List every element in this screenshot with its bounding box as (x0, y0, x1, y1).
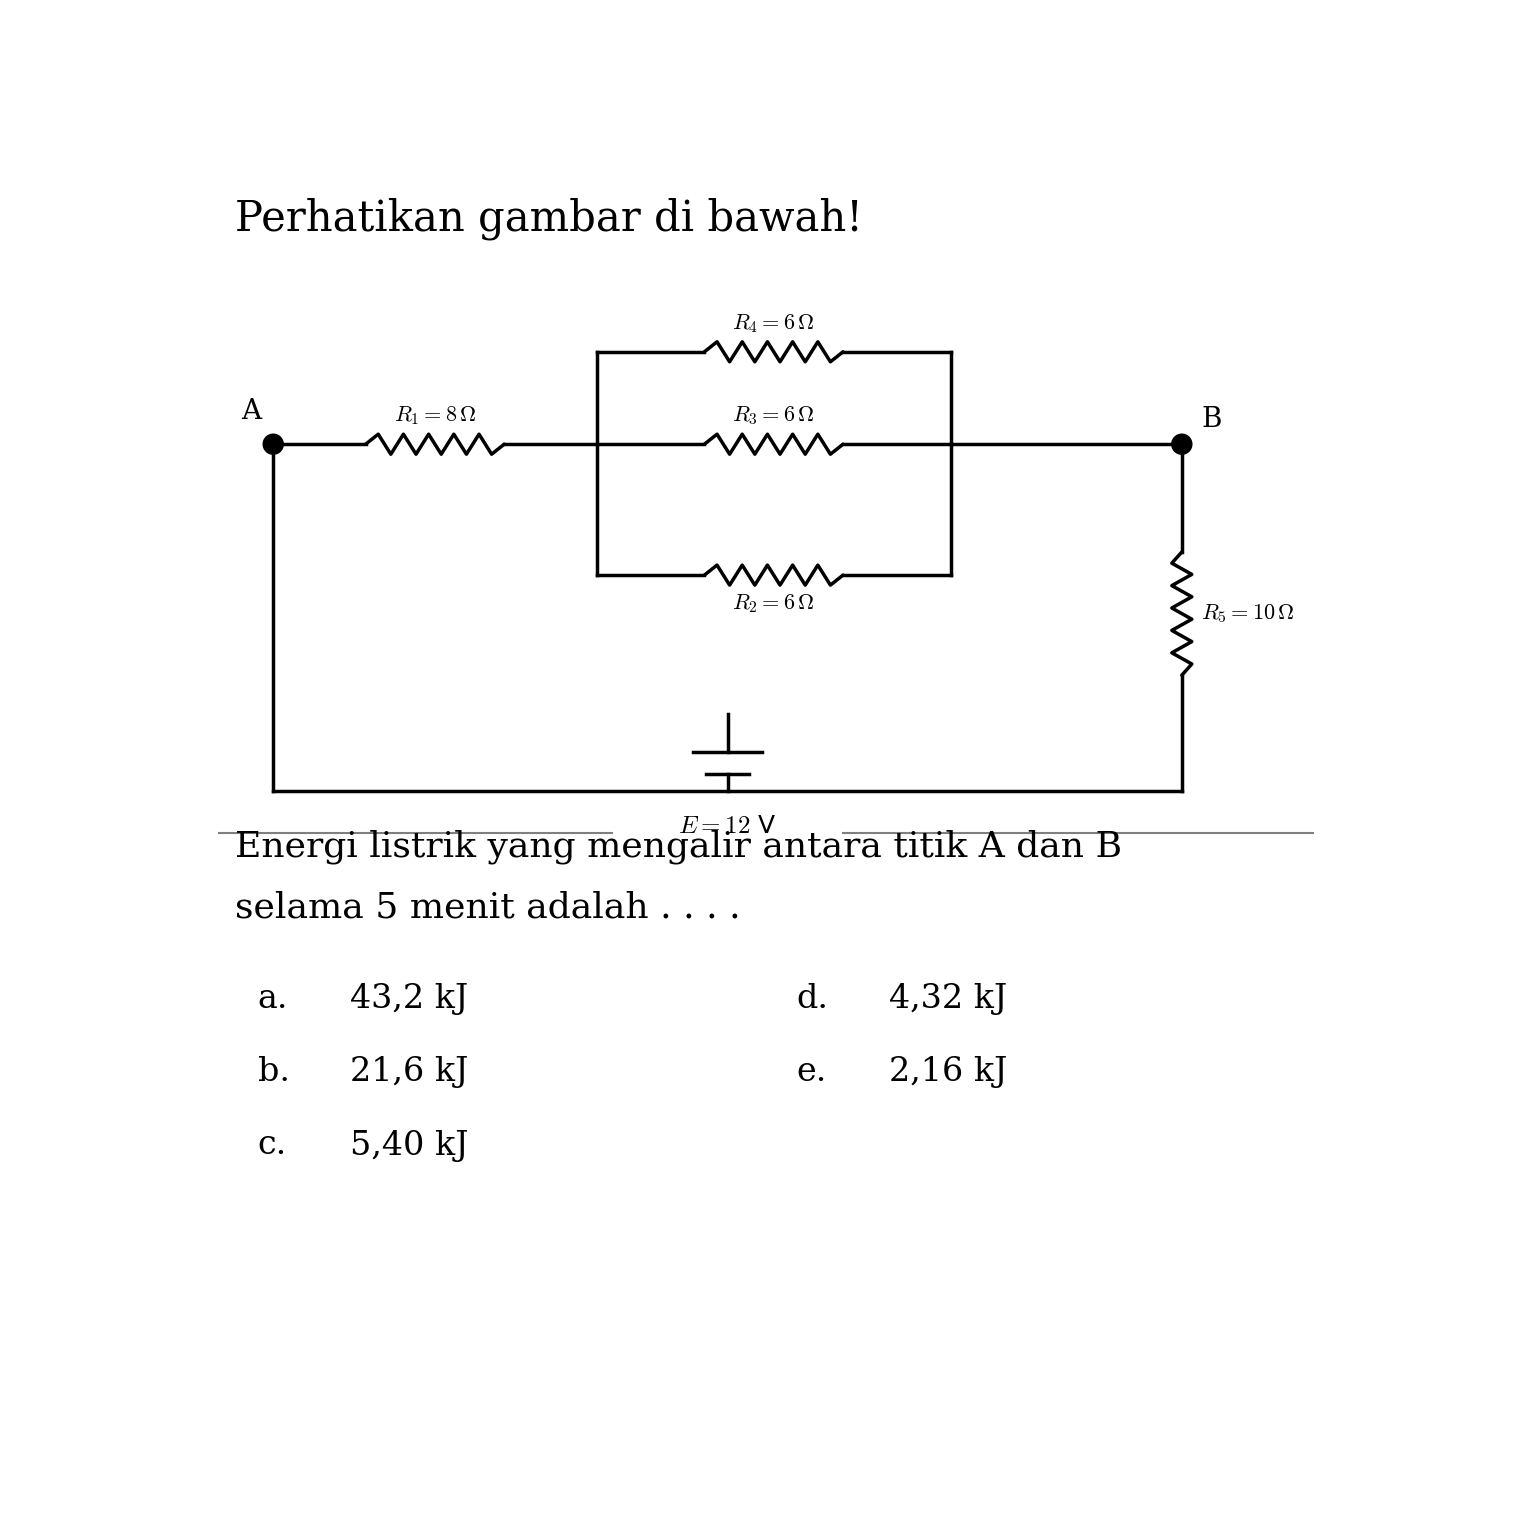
Text: c.: c. (259, 1129, 288, 1161)
Text: 21,6 kJ: 21,6 kJ (351, 1056, 468, 1088)
Text: $R_2 = 6\,\Omega$: $R_2 = 6\,\Omega$ (733, 593, 816, 614)
Text: Perhatikan gambar di bawah!: Perhatikan gambar di bawah! (235, 198, 862, 240)
Text: a.: a. (259, 983, 288, 1015)
Text: selama 5 menit adalah . . . .: selama 5 menit adalah . . . . (235, 891, 740, 924)
Text: $R_1 = 8\,\Omega$: $R_1 = 8\,\Omega$ (394, 404, 476, 427)
Text: 5,40 kJ: 5,40 kJ (351, 1129, 469, 1161)
Text: 43,2 kJ: 43,2 kJ (351, 983, 468, 1015)
Text: A: A (242, 398, 262, 426)
Text: Energi listrik yang mengalir antara titik A dan B: Energi listrik yang mengalir antara titi… (235, 830, 1122, 863)
Text: $R_5 = 10\,\Omega$: $R_5 = 10\,\Omega$ (1200, 602, 1294, 625)
Text: $E = 12$ V: $E = 12$ V (679, 813, 777, 838)
Circle shape (263, 435, 283, 454)
Circle shape (1171, 435, 1191, 454)
Text: e.: e. (797, 1056, 826, 1088)
Text: 4,32 kJ: 4,32 kJ (890, 983, 1008, 1015)
Text: B: B (1200, 406, 1222, 433)
Text: 2,16 kJ: 2,16 kJ (890, 1056, 1008, 1088)
Text: d.: d. (797, 983, 830, 1015)
Text: b.: b. (259, 1056, 289, 1088)
Text: $R_4 = 6\,\Omega$: $R_4 = 6\,\Omega$ (733, 312, 816, 334)
Text: $R_3 = 6\,\Omega$: $R_3 = 6\,\Omega$ (733, 404, 816, 427)
